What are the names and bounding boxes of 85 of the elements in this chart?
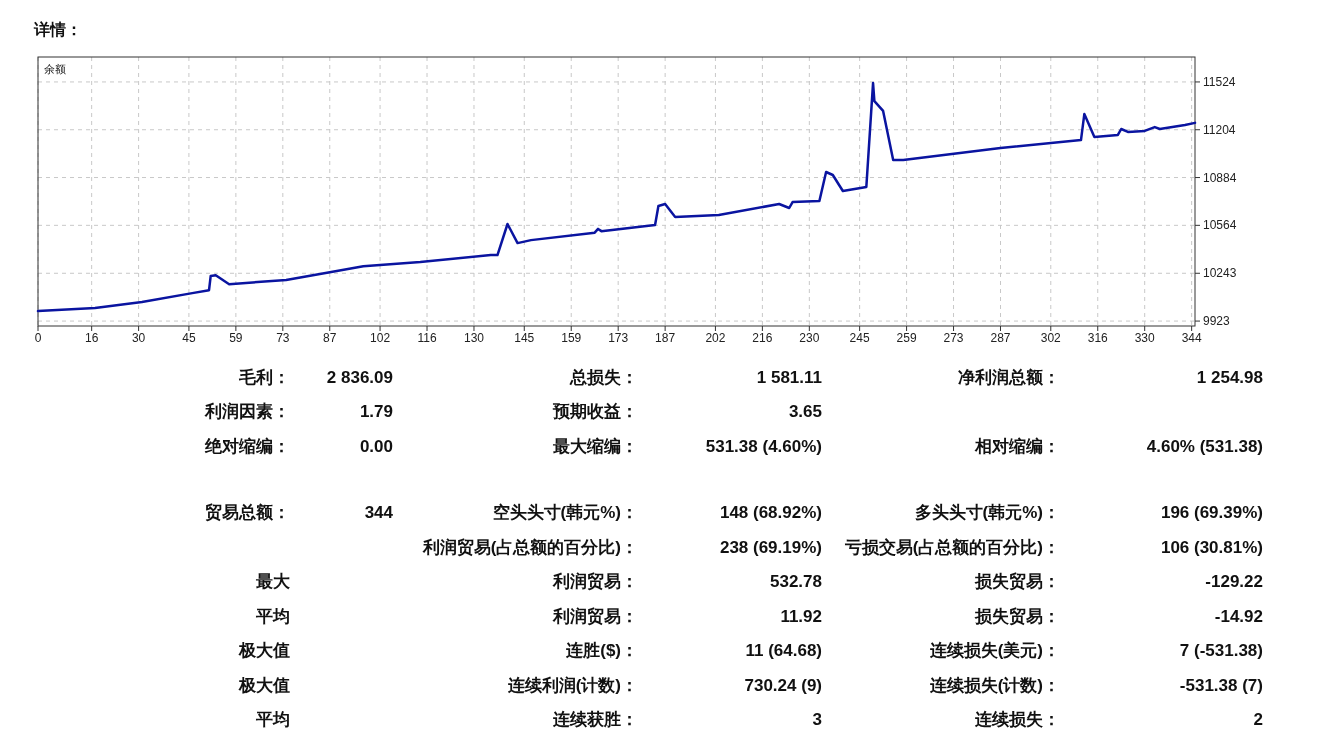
text: 毛利： xyxy=(238,368,290,387)
x-tick-label: 187 xyxy=(655,331,676,345)
y-tick-label: 10884 xyxy=(1203,170,1237,185)
text: 连续损失(计数)： xyxy=(928,676,1060,695)
x-tick-label: 245 xyxy=(849,331,870,345)
x-tick-label: 116 xyxy=(417,331,437,345)
text: 4.60% (531.38) xyxy=(1146,437,1263,456)
text: 531.38 (4.60%) xyxy=(705,437,822,456)
x-tick-label: 159 xyxy=(561,331,582,345)
x-tick-label: 30 xyxy=(131,331,146,345)
y-tick-label: 11524 xyxy=(1203,74,1236,89)
x-tick-label: 287 xyxy=(990,331,1011,345)
text: 连胜($)： xyxy=(565,641,638,660)
text: 损失贸易： xyxy=(974,607,1060,626)
text: 11 (64.68) xyxy=(745,641,822,660)
text: 贸易总额： xyxy=(205,503,290,522)
text: 0.00 xyxy=(359,437,393,456)
text: 总损失： xyxy=(569,368,638,387)
x-tick-label: 16 xyxy=(84,331,99,345)
text: 利润贸易： xyxy=(552,607,638,626)
text: 1 581.11 xyxy=(756,368,822,387)
x-tick-label: 173 xyxy=(608,331,629,345)
text: -129.22 xyxy=(1205,572,1263,591)
text: 平均 xyxy=(255,710,290,729)
text: 利润贸易： xyxy=(552,572,638,591)
text: 196 (69.39%) xyxy=(1160,503,1263,522)
x-tick-label: 316 xyxy=(1087,331,1109,345)
text: 多头头寸(韩元%)： xyxy=(914,503,1060,522)
y-tick-label: 9923 xyxy=(1203,314,1231,329)
x-tick-label: 87 xyxy=(323,331,337,345)
x-tick-label: 73 xyxy=(276,331,290,345)
text: 2 836.09 xyxy=(326,368,393,387)
text: 余额 xyxy=(44,63,66,75)
text: 238 (69.19%) xyxy=(719,538,822,557)
text: 2 xyxy=(1253,710,1263,729)
text: 净利润总额： xyxy=(958,368,1060,387)
x-tick-label: 59 xyxy=(229,331,243,345)
text: 连续利润(计数)： xyxy=(506,676,638,695)
x-tick-label: 202 xyxy=(705,331,726,345)
text: 利润因素： xyxy=(204,402,290,421)
text: 相对缩编： xyxy=(974,437,1060,456)
x-tick-label: 230 xyxy=(799,331,820,345)
text: 连续损失(美元)： xyxy=(928,641,1060,660)
text: 连续获胜： xyxy=(552,710,638,729)
text: 极大值 xyxy=(238,641,290,660)
text: 11.92 xyxy=(780,607,822,626)
text: 损失贸易： xyxy=(974,572,1060,591)
x-tick-label: 45 xyxy=(182,331,196,345)
x-tick-label: 0 xyxy=(34,331,42,345)
text: 532.78 xyxy=(770,572,822,591)
text: 平均 xyxy=(255,607,290,626)
text: 连续损失： xyxy=(974,710,1060,729)
x-tick-label: 273 xyxy=(943,331,964,345)
text: 亏损交易(占总额的百分比)： xyxy=(843,538,1060,557)
text: 1 254.98 xyxy=(1196,368,1263,387)
text: 148 (68.92%) xyxy=(719,503,822,522)
x-tick-label: 145 xyxy=(514,331,535,345)
text: 利润贸易(占总额的百分比)： xyxy=(421,538,638,557)
y-tick-label: 10564 xyxy=(1203,218,1237,233)
text: 最大 xyxy=(255,572,291,591)
text: 空头头寸(韩元%)： xyxy=(492,503,638,522)
chart-title: 详情： xyxy=(33,21,82,38)
text: 最大缩编： xyxy=(552,437,638,456)
text: 极大值 xyxy=(238,676,290,695)
text: 3 xyxy=(812,710,822,729)
x-tick-label: 102 xyxy=(370,331,391,345)
text: 106 (30.81%) xyxy=(1160,538,1263,557)
x-tick-label: 344 xyxy=(1181,331,1202,345)
text: 730.24 (9) xyxy=(744,676,822,695)
text: 3.65 xyxy=(788,402,822,421)
text: 344 xyxy=(364,503,394,522)
text: 7 (-531.38) xyxy=(1179,641,1263,660)
x-tick-label: 130 xyxy=(463,331,485,345)
y-tick-label: 11204 xyxy=(1203,122,1236,137)
text: -531.38 (7) xyxy=(1179,676,1263,695)
y-tick-label: 10243 xyxy=(1203,266,1237,281)
x-tick-label: 216 xyxy=(752,331,773,345)
text: -14.92 xyxy=(1214,607,1263,626)
line-series xyxy=(36,81,1197,313)
x-tick-label: 330 xyxy=(1134,331,1156,345)
text: 1.79 xyxy=(359,402,393,421)
text: 预期收益： xyxy=(552,402,638,421)
x-tick-label: 259 xyxy=(896,331,917,345)
text: 绝对缩编： xyxy=(204,437,290,456)
x-tick-label: 302 xyxy=(1040,331,1062,345)
